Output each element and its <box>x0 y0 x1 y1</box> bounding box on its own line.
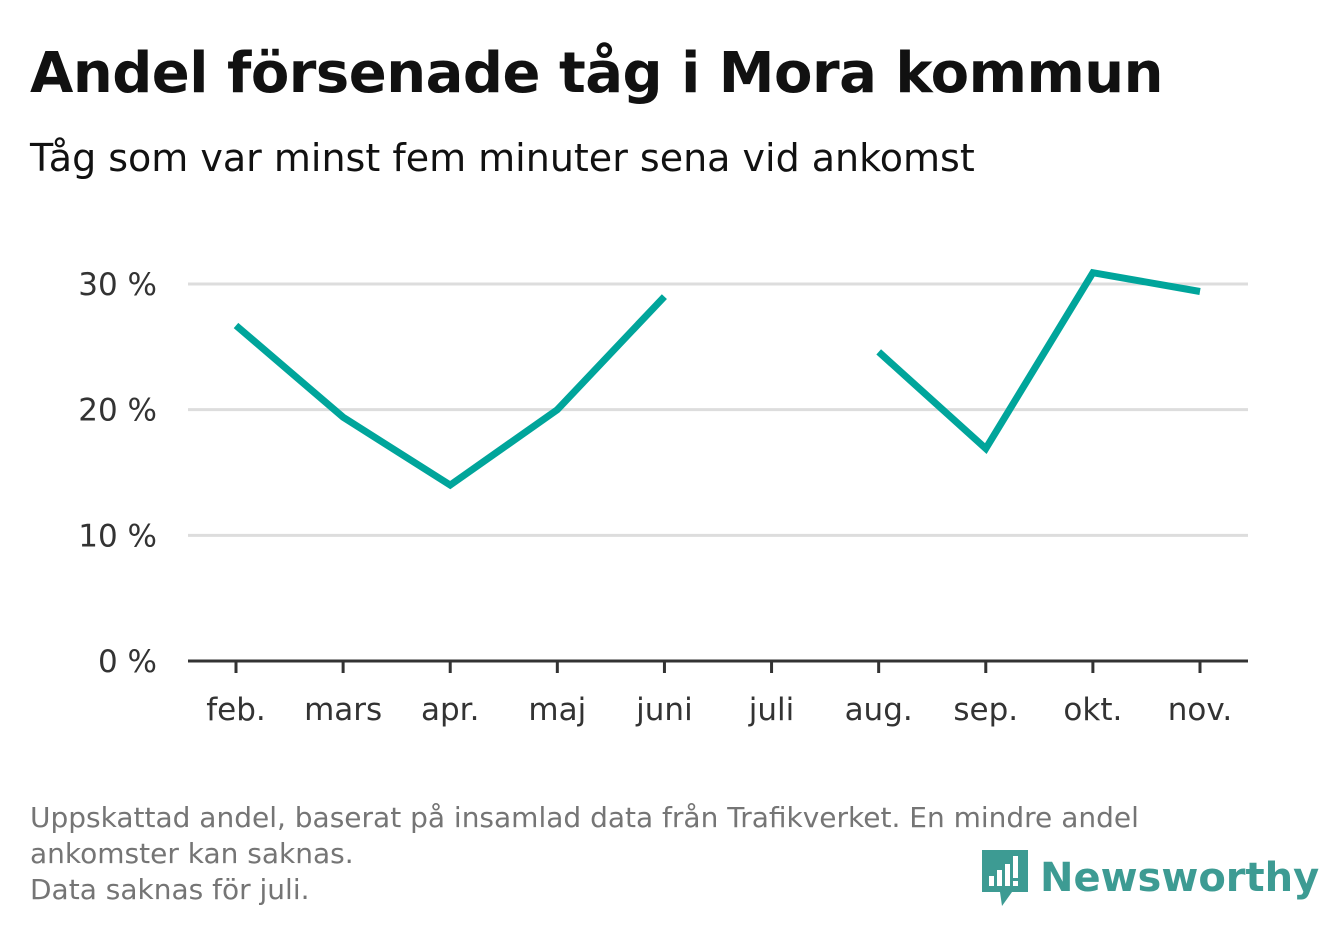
footnote: Uppskattad andel, baserat på insamlad da… <box>30 800 1300 908</box>
x-tick-label: sep. <box>953 692 1018 728</box>
y-tick-label: 10 % <box>78 518 157 554</box>
y-tick-label: 20 % <box>78 393 157 429</box>
newsworthy-logo-icon <box>982 850 1028 906</box>
y-tick-label: 30 % <box>78 267 157 303</box>
x-tick-label: feb. <box>206 692 266 728</box>
line-chart: 0 % 10 % 20 % 30 % feb. mars apr. maj juni juli a… <box>78 267 1248 728</box>
brand-logo: Newsworthy <box>980 848 1319 908</box>
series-line-segment-1 <box>876 268 1201 455</box>
grid-lines <box>188 282 1248 537</box>
x-tick-label: nov. <box>1168 692 1232 728</box>
brand-name: Newsworthy <box>1040 855 1320 901</box>
x-axis-labels: feb. mars apr. maj juni juli aug. sep. okt. nov. <box>206 692 1232 728</box>
chart-title: Andel försenade tåg i Mora kommun <box>30 41 1164 106</box>
x-tick-label: maj <box>528 692 586 728</box>
x-tick-label: aug. <box>845 692 913 728</box>
x-tick-label: okt. <box>1063 692 1122 728</box>
y-axis-labels: 0 % 10 % 20 % 30 % <box>78 267 157 680</box>
footnote-line-1: Uppskattad andel, baserat på insamlad da… <box>30 801 1139 834</box>
x-tick-label: apr. <box>421 692 479 728</box>
footnote-line-3: Data saknas för juli. <box>30 873 310 906</box>
x-axis <box>188 659 1248 673</box>
x-tick-label: juli <box>748 692 795 728</box>
series-lines <box>233 268 1201 490</box>
chart-subtitle: Tåg som var minst fem minuter sena vid a… <box>30 136 975 180</box>
x-tick-label: mars <box>304 692 382 728</box>
y-tick-label: 0 % <box>98 644 157 680</box>
x-tick-label: juni <box>635 692 693 728</box>
footnote-line-2: ankomster kan saknas. <box>30 837 354 870</box>
series-line-segment-0 <box>233 294 667 490</box>
